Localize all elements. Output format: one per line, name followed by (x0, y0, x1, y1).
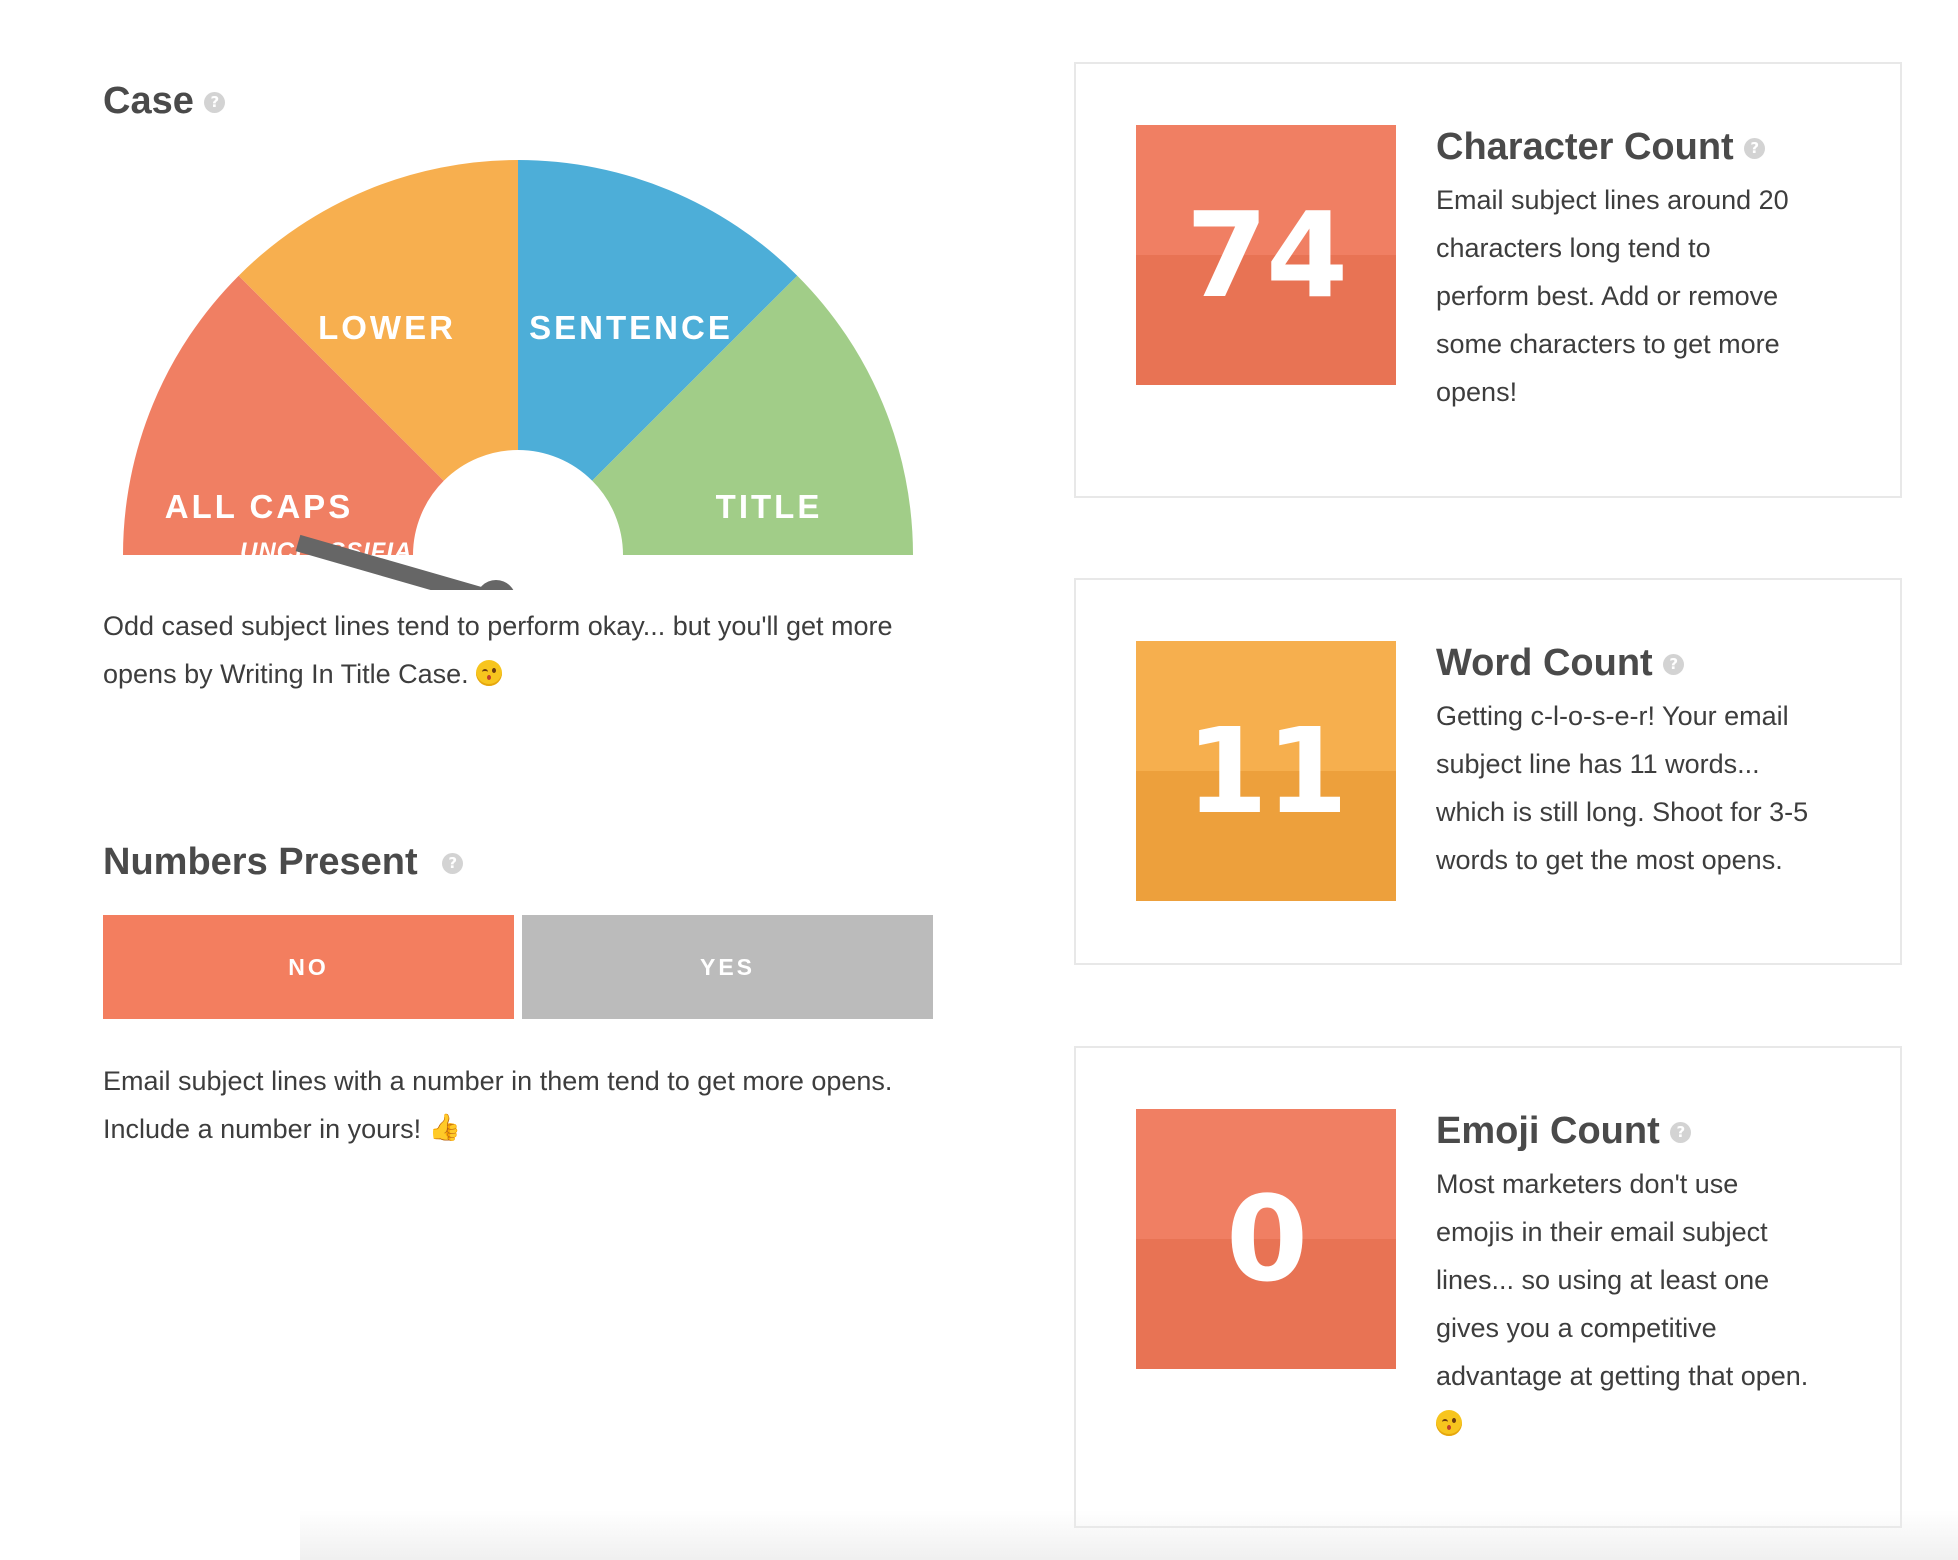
gauge-label-lower: LOWER (318, 309, 456, 346)
numbers-no-option[interactable]: NO (103, 915, 514, 1019)
text-line: emojis in their email subject (1436, 1217, 1768, 1247)
numbers-description: Email subject lines with a number in the… (103, 1057, 903, 1155)
word-count-description: Getting c-l-o-s-e-r! Your email subject … (1436, 692, 1886, 884)
gauge-label-sentence: SENTENCE (529, 309, 733, 346)
word-count-heading: Word Count ? (1436, 642, 1685, 685)
thumbs-up-icon: 👍 (428, 1112, 462, 1143)
gauge-segment-lower (238, 160, 518, 481)
text-line: lines... so using at least one (1436, 1265, 1770, 1295)
character-count-title: Character Count (1436, 126, 1734, 168)
emoji-count-value: 0 (1225, 1170, 1308, 1308)
character-count-card: 74 Character Count ? Email subject lines… (1074, 62, 1902, 498)
case-heading: Case ? (103, 80, 226, 123)
word-count-card: 11 Word Count ? Getting c-l-o-s-e-r! You… (1074, 578, 1902, 965)
case-help-icon[interactable]: ? (204, 92, 226, 114)
character-count-heading: Character Count ? (1436, 126, 1766, 169)
word-count-tile: 11 (1136, 641, 1396, 901)
text-line: Most marketers don't use (1436, 1169, 1739, 1199)
text-line: Email subject lines around 20 (1436, 185, 1789, 215)
numbers-yes-option[interactable]: YES (522, 915, 933, 1019)
case-description: Odd cased subject lines tend to perform … (103, 602, 903, 698)
emoji-count-card: 0 Emoji Count ? Most marketers don't use… (1074, 1046, 1902, 1528)
gauge-label-title: TITLE (716, 488, 823, 525)
emoji-count-heading: Emoji Count ? (1436, 1110, 1692, 1153)
text-line: subject line has 11 words... (1436, 749, 1760, 779)
character-count-help-icon[interactable]: ? (1744, 138, 1766, 160)
emoji-count-help-icon[interactable]: ? (1670, 1122, 1692, 1144)
text-line: some characters to get more (1436, 329, 1780, 359)
text-line: characters long tend to (1436, 233, 1711, 263)
text-line: words to get the most opens. (1436, 845, 1783, 875)
emoji-count-tile: 0 (1136, 1109, 1396, 1369)
numbers-help-icon[interactable]: ? (442, 853, 464, 875)
gauge-segment-all-caps (123, 275, 444, 555)
emoji-count-title: Emoji Count (1436, 1110, 1660, 1152)
wink-emoji-icon (476, 659, 503, 686)
gauge-needle-hub (478, 580, 514, 590)
text-line (1436, 1400, 1886, 1448)
emoji-count-description: Most marketers don't use emojis in their… (1436, 1160, 1886, 1448)
case-title: Case (103, 80, 194, 122)
text-line: Getting c-l-o-s-e-r! Your email (1436, 701, 1789, 731)
character-count-tile: 74 (1136, 125, 1396, 385)
text-line: opens! (1436, 377, 1518, 407)
scroll-shadow (300, 1510, 1958, 1560)
numbers-description-text: Email subject lines with a number in the… (103, 1066, 893, 1144)
gauge-segment-sentence (518, 160, 798, 481)
wink-emoji-icon (1436, 1409, 1462, 1436)
word-count-title: Word Count (1436, 642, 1653, 684)
text-line: which is still long. Shoot for 3-5 (1436, 797, 1809, 827)
gauge-segment-title (592, 275, 913, 555)
case-description-text: Odd cased subject lines tend to perform … (103, 611, 893, 689)
case-gauge: LOWER SENTENCE ALL CAPS TITLE UNCLASSIFI… (123, 160, 913, 590)
gauge-label-all-caps: ALL CAPS (165, 488, 353, 525)
text-line: advantage at getting that open. (1436, 1361, 1809, 1391)
numbers-heading: Numbers Present ? (103, 841, 464, 884)
character-count-description: Email subject lines around 20 characters… (1436, 176, 1866, 416)
character-count-value: 74 (1185, 186, 1348, 324)
numbers-title: Numbers Present (103, 841, 418, 883)
text-line: perform best. Add or remove (1436, 281, 1779, 311)
word-count-value: 11 (1185, 702, 1348, 840)
text-line: gives you a competitive (1436, 1313, 1717, 1343)
gauge-needle (295, 534, 492, 590)
word-count-help-icon[interactable]: ? (1663, 654, 1685, 676)
